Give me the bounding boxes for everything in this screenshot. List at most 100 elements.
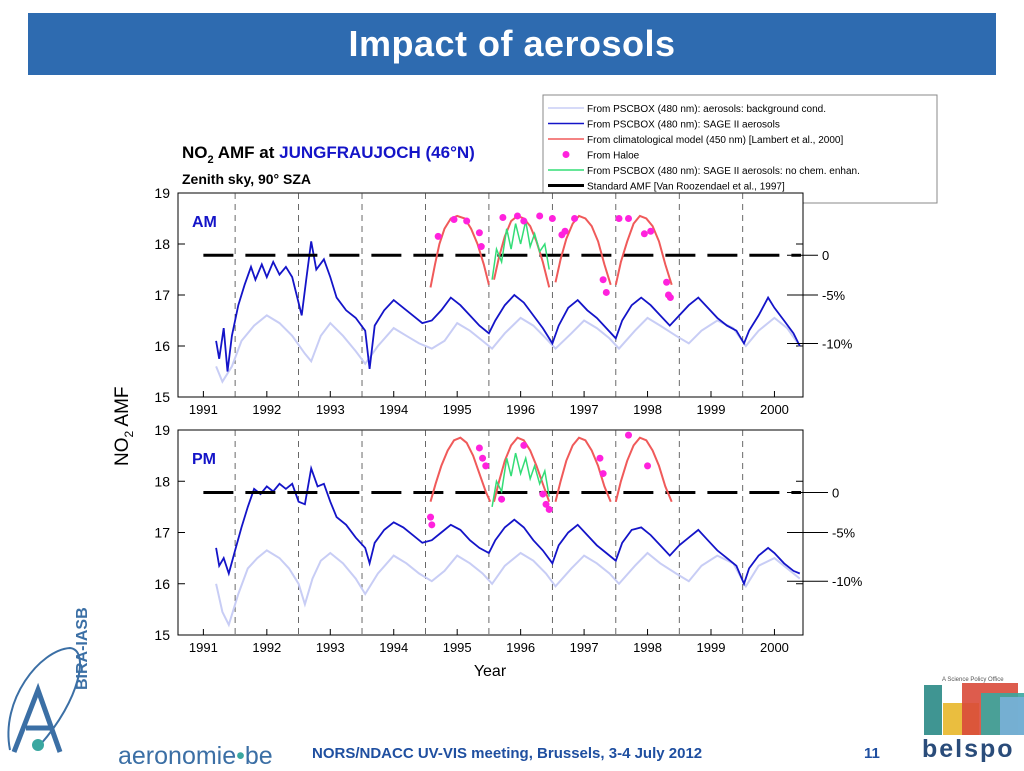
reference-label: 0 bbox=[822, 248, 829, 263]
panel-pm: 15 16 17 18 19 1991 1992 1993 1994 1995 1996 1997 19… bbox=[154, 422, 862, 655]
aeronomie-logo-text: aeronomie•be bbox=[118, 742, 273, 771]
reference-label: -5% bbox=[822, 288, 846, 303]
plot-frame bbox=[177, 192, 804, 398]
aeronomie-word: aeronomie bbox=[118, 742, 237, 770]
haloe-point bbox=[477, 243, 485, 251]
y-axis-label: NO2 AMF bbox=[112, 386, 136, 466]
haloe-point bbox=[482, 462, 490, 470]
haloe-point bbox=[561, 227, 569, 235]
aeronomie-suffix: be bbox=[244, 742, 273, 770]
haloe-point bbox=[450, 216, 458, 224]
y-axis-title: NO2 AMF bbox=[112, 386, 136, 466]
x-tick-label: 1994 bbox=[379, 640, 408, 655]
logo-graphics bbox=[7, 646, 1024, 753]
x-tick-label: 1999 bbox=[697, 402, 726, 417]
reference-label: -10% bbox=[822, 336, 853, 351]
title-bar: Impact of aerosols bbox=[28, 13, 996, 75]
x-tick-label: 1996 bbox=[506, 402, 535, 417]
legend-entry-2: From climatological model (450 nm) [Lamb… bbox=[587, 135, 843, 146]
title-sub: 2 bbox=[208, 154, 214, 166]
bira-a-letter bbox=[11, 682, 63, 753]
belspo-bar-4 bbox=[1000, 697, 1024, 735]
haloe-point bbox=[520, 441, 528, 449]
y-tick-label: 18 bbox=[154, 236, 170, 252]
legend: From PSCBOX (480 nm): aerosols: backgrou… bbox=[542, 94, 938, 204]
y-tick-label: 15 bbox=[154, 627, 170, 643]
belspo-bar-0 bbox=[924, 685, 942, 735]
chart-subtitle: Zenith sky, 90° SZA bbox=[182, 171, 311, 187]
y-tick-label: 19 bbox=[154, 422, 170, 438]
series-no-chem-enhan bbox=[491, 220, 550, 280]
haloe-point bbox=[666, 294, 674, 302]
x-tick-label: 1992 bbox=[252, 402, 281, 417]
panel-am: 15 16 17 18 19 1991 1992 1993 1994 1995 1996 1997 19… bbox=[154, 185, 852, 417]
y-tick-label: 16 bbox=[154, 338, 170, 354]
haloe-point bbox=[596, 454, 604, 462]
x-tick-label: 1992 bbox=[252, 640, 281, 655]
haloe-point bbox=[428, 521, 436, 529]
legend-entry-5: Standard AMF [Van Roozendael et al., 199… bbox=[587, 182, 785, 193]
haloe-point bbox=[599, 276, 607, 284]
reference-label: 0 bbox=[832, 486, 839, 501]
haloe-point bbox=[536, 212, 544, 220]
bira-logo-text: BIRA-IASB bbox=[74, 607, 91, 690]
haloe-point bbox=[571, 215, 579, 222]
chart-title-text: NO2 AMF at JUNGFRAUJOCH (46°N) bbox=[182, 143, 475, 166]
haloe-point bbox=[513, 212, 521, 220]
haloe-point bbox=[499, 213, 507, 221]
y-tick-label: 18 bbox=[154, 473, 170, 489]
y-tick-label: 16 bbox=[154, 576, 170, 592]
title-mid: AMF at bbox=[214, 143, 279, 162]
y-tick-label: 17 bbox=[154, 525, 170, 541]
x-tick-label: 1993 bbox=[316, 640, 345, 655]
x-tick-label: 2000 bbox=[760, 402, 789, 417]
x-tick-label: 1995 bbox=[443, 402, 472, 417]
haloe-point bbox=[542, 500, 550, 508]
x-tick-label: 1997 bbox=[570, 640, 599, 655]
haloe-point bbox=[602, 288, 610, 296]
aeronomie-dot: • bbox=[236, 742, 245, 770]
haloe-point bbox=[599, 470, 607, 478]
series-climatological-2 bbox=[554, 214, 612, 286]
legend-entry-3: From Haloe bbox=[587, 151, 640, 162]
y-tick-label: 19 bbox=[154, 185, 170, 201]
haloe-point bbox=[647, 227, 655, 235]
haloe-point bbox=[548, 215, 556, 222]
haloe-point bbox=[545, 505, 553, 513]
x-axis-label: Year bbox=[474, 663, 507, 680]
chart-title: NO2 AMF at JUNGFRAUJOCH (46°N) Zenith sky… bbox=[182, 143, 475, 187]
bira-dot-icon bbox=[32, 739, 44, 751]
page-number: 11 bbox=[864, 745, 880, 762]
x-tick-label: 1997 bbox=[570, 402, 599, 417]
series-climatological-3 bbox=[614, 436, 673, 503]
haloe-point bbox=[475, 229, 483, 237]
series-climatological-3 bbox=[614, 214, 673, 286]
x-tick-label: 2000 bbox=[760, 640, 789, 655]
ylabel-sub: 2 bbox=[122, 431, 136, 438]
series-sage-aerosols bbox=[215, 241, 801, 372]
ylabel-amf: AMF bbox=[112, 386, 133, 430]
haloe-point bbox=[427, 513, 435, 521]
series-sage-aerosols bbox=[215, 464, 801, 587]
x-tick-label: 1998 bbox=[633, 402, 662, 417]
reference-label: -10% bbox=[832, 574, 863, 589]
legend-entry-1: From PSCBOX (480 nm): SAGE II aerosols bbox=[587, 120, 780, 131]
ylabel-no: NO bbox=[112, 438, 133, 467]
panel-label: PM bbox=[192, 451, 216, 468]
haloe-point bbox=[539, 490, 547, 498]
x-tick-label: 1995 bbox=[443, 640, 472, 655]
x-tick-label: 1991 bbox=[189, 402, 218, 417]
haloe-point bbox=[479, 454, 487, 462]
footer-text: NORS/NDACC UV-VIS meeting, Brussels, 3-4… bbox=[312, 745, 703, 762]
series-no-chem-enhan bbox=[491, 452, 550, 508]
haloe-point bbox=[463, 217, 471, 225]
series-climatological-1 bbox=[493, 436, 551, 503]
legend-entry-0: From PSCBOX (480 nm): aerosols: backgrou… bbox=[587, 104, 826, 115]
series-climatological-0 bbox=[429, 214, 490, 288]
haloe-point bbox=[520, 217, 528, 225]
slide-title: Impact of aerosols bbox=[348, 23, 676, 64]
haloe-point bbox=[434, 232, 442, 240]
bira-swoosh bbox=[7, 646, 81, 751]
legend-marker-3 bbox=[562, 151, 570, 158]
